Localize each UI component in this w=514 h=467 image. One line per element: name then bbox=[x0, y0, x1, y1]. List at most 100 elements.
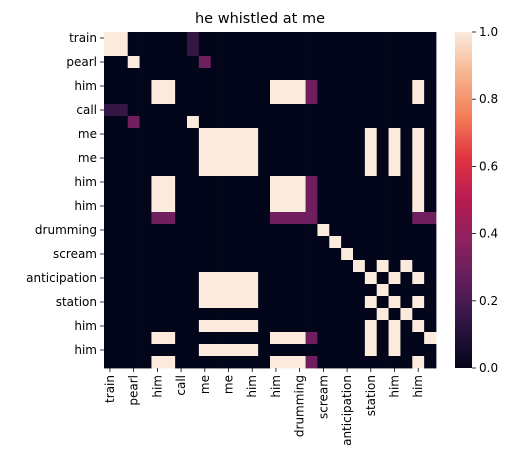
heatmap-cell bbox=[127, 272, 140, 285]
heatmap-cell bbox=[353, 356, 366, 369]
heatmap-cell bbox=[175, 68, 188, 81]
heatmap-cell bbox=[281, 92, 295, 105]
heatmap-cell bbox=[234, 176, 247, 189]
heatmap-cell bbox=[246, 32, 259, 45]
heatmap-cell bbox=[139, 356, 152, 369]
heatmap-cell bbox=[329, 320, 342, 333]
heatmap-cell bbox=[317, 200, 330, 213]
heatmap-cell bbox=[329, 140, 342, 153]
heatmap-cell bbox=[317, 68, 330, 81]
heatmap-cell bbox=[104, 344, 117, 357]
heatmap-cell bbox=[163, 236, 176, 249]
heatmap-cell bbox=[388, 68, 401, 81]
heatmap-cell bbox=[151, 308, 164, 321]
heatmap-cell bbox=[151, 32, 164, 45]
heatmap-cell bbox=[198, 176, 212, 189]
heatmap-cell bbox=[424, 212, 437, 225]
heatmap-cell bbox=[305, 200, 318, 213]
heatmap-cell bbox=[163, 248, 176, 261]
heatmap-cell bbox=[115, 32, 129, 45]
heatmap-cell bbox=[104, 56, 117, 69]
heatmap-cell bbox=[187, 344, 200, 357]
heatmap-cell bbox=[163, 320, 176, 333]
heatmap-cell bbox=[281, 140, 295, 153]
heatmap-cell bbox=[270, 260, 283, 273]
heatmap-cell bbox=[104, 332, 117, 345]
row-label: him bbox=[74, 343, 97, 357]
heatmap-cell bbox=[376, 92, 389, 105]
heatmap-cell bbox=[246, 236, 259, 249]
heatmap-cell bbox=[234, 320, 247, 333]
heatmap-cell bbox=[246, 44, 259, 57]
heatmap-cell bbox=[222, 80, 235, 93]
heatmap-cell bbox=[258, 320, 271, 333]
heatmap-cell bbox=[234, 344, 247, 357]
column-label: train bbox=[103, 375, 117, 403]
heatmap-cell bbox=[341, 308, 354, 321]
heatmap-cell bbox=[293, 248, 306, 261]
colorbar-tick-label: 0.2 bbox=[479, 294, 498, 308]
heatmap-cell bbox=[376, 320, 389, 333]
heatmap-cell bbox=[412, 224, 425, 237]
heatmap-cell bbox=[258, 236, 271, 249]
heatmap-cell bbox=[187, 68, 200, 81]
heatmap-cell bbox=[163, 164, 176, 177]
heatmap-cell bbox=[127, 308, 140, 321]
heatmap-cell bbox=[341, 260, 354, 273]
heatmap-cell bbox=[258, 200, 271, 213]
heatmap-cell bbox=[364, 140, 378, 153]
heatmap-cell bbox=[281, 236, 295, 249]
heatmap-cell bbox=[127, 188, 140, 201]
heatmap-cell bbox=[258, 248, 271, 261]
heatmap-cell bbox=[388, 80, 401, 93]
heatmap-cell bbox=[151, 260, 164, 273]
heatmap-cell bbox=[210, 116, 223, 129]
heatmap-cell bbox=[151, 188, 164, 201]
heatmap-cell bbox=[329, 296, 342, 309]
row-label: pearl bbox=[66, 55, 97, 69]
heatmap-cell bbox=[424, 344, 437, 357]
column-labels: train pearl him call me me him him drumming screa… bbox=[103, 368, 425, 446]
heatmap-cell bbox=[329, 92, 342, 105]
heatmap-cell bbox=[293, 308, 306, 321]
column-label: him bbox=[411, 375, 425, 398]
heatmap-cell bbox=[364, 356, 378, 369]
heatmap-cell bbox=[175, 248, 188, 261]
heatmap-cell bbox=[305, 188, 318, 201]
heatmap-cell bbox=[258, 272, 271, 285]
heatmap-cell bbox=[222, 224, 235, 237]
heatmap-cell bbox=[353, 164, 366, 177]
heatmap-cell bbox=[115, 296, 129, 309]
heatmap-cell bbox=[151, 152, 164, 165]
heatmap-cell bbox=[270, 164, 283, 177]
heatmap-cell bbox=[151, 200, 164, 213]
heatmap-cell bbox=[270, 176, 283, 189]
heatmap-cell bbox=[353, 176, 366, 189]
heatmap-cell bbox=[412, 356, 425, 369]
heatmap-cell bbox=[270, 320, 283, 333]
heatmap-cell bbox=[198, 284, 212, 297]
heatmap-cell bbox=[246, 176, 259, 189]
heatmap-cell bbox=[329, 236, 342, 249]
heatmap-cell bbox=[412, 92, 425, 105]
heatmap-cell bbox=[329, 32, 342, 45]
heatmap-cell bbox=[187, 200, 200, 213]
heatmap-cell bbox=[210, 176, 223, 189]
heatmap-cell bbox=[198, 200, 212, 213]
heatmap-cell bbox=[104, 164, 117, 177]
heatmap-cell bbox=[270, 56, 283, 69]
heatmap-cell bbox=[222, 284, 235, 297]
heatmap-cell bbox=[115, 248, 129, 261]
heatmap-cell bbox=[234, 92, 247, 105]
heatmap-cell bbox=[341, 152, 354, 165]
heatmap-cell bbox=[388, 140, 401, 153]
heatmap-cell bbox=[115, 44, 129, 57]
heatmap-cell bbox=[376, 200, 389, 213]
heatmap-cell bbox=[329, 44, 342, 57]
heatmap-cell bbox=[198, 68, 212, 81]
heatmap-cell bbox=[364, 92, 378, 105]
heatmap-cell bbox=[187, 104, 200, 117]
heatmap-cells bbox=[104, 32, 437, 369]
heatmap-cell bbox=[305, 248, 318, 261]
